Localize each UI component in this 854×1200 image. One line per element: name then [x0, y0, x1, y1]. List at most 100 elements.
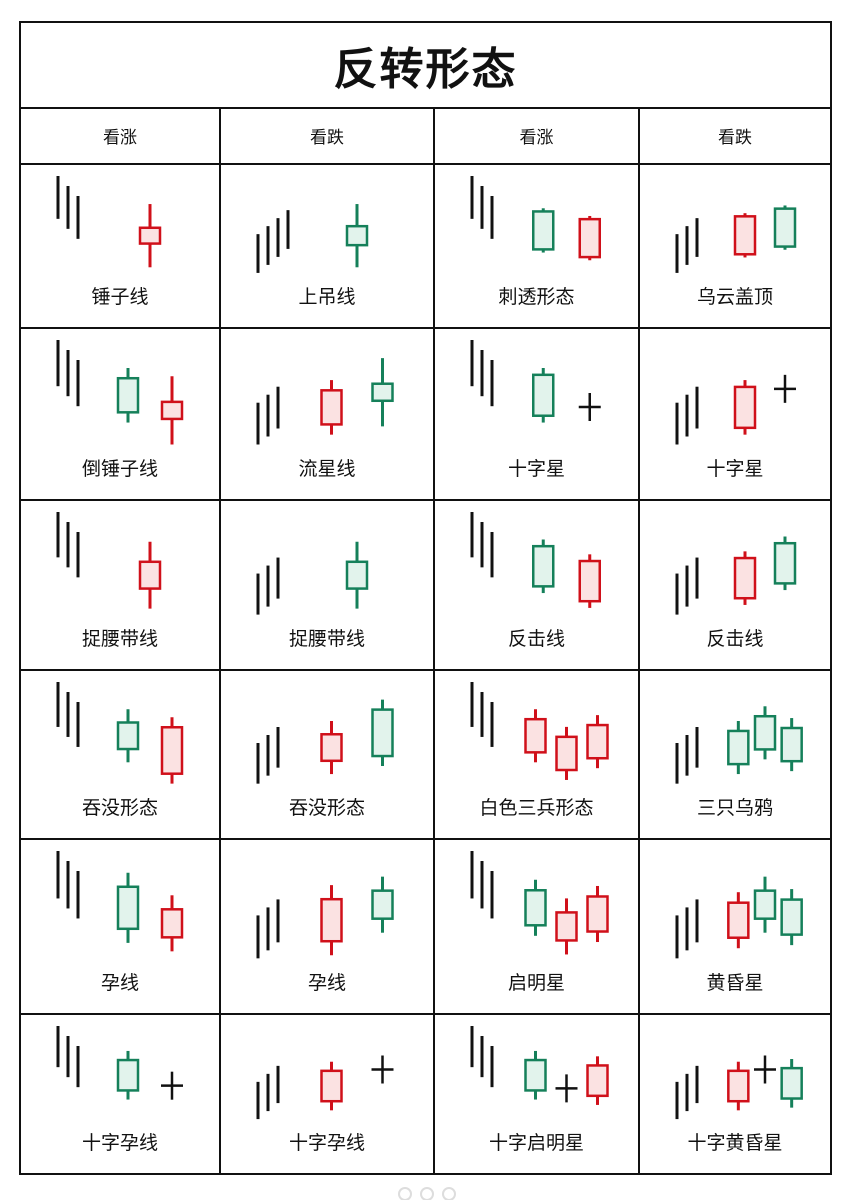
bullish-candle	[555, 911, 578, 942]
bearish-candle	[780, 726, 803, 763]
pattern-label: 吞没形态	[81, 797, 158, 819]
pattern-cell: 乌云盖顶	[639, 164, 831, 328]
pattern-label: 反击线	[706, 628, 764, 650]
bullish-candle	[586, 723, 609, 760]
pattern-cell: 十字星	[434, 328, 639, 500]
pattern-diagram	[675, 1055, 803, 1120]
pattern-diagram	[675, 876, 803, 959]
bullish-candle	[320, 389, 343, 426]
pattern-diagram	[256, 876, 394, 959]
watermark-dots	[398, 1187, 456, 1200]
bearish-candle	[371, 708, 394, 758]
pattern-diagram	[56, 176, 162, 268]
bearish-candle	[524, 889, 547, 927]
pattern-label: 刺透形态	[498, 286, 575, 308]
pattern-label: 十字星	[706, 458, 764, 480]
bearish-candle	[345, 224, 369, 247]
pattern-label: 反击线	[507, 628, 565, 650]
bullish-candle	[578, 217, 601, 259]
pattern-label: 乌云盖顶	[696, 286, 773, 308]
column-header-2: 看跌	[310, 128, 344, 148]
bullish-candle	[578, 559, 601, 603]
bullish-candle	[727, 901, 750, 939]
pattern-diagram	[256, 699, 394, 784]
bearish-candle	[532, 210, 555, 251]
bearish-candle	[532, 544, 555, 588]
pattern-diagram	[256, 1055, 394, 1120]
pattern-cell: 锤子线	[20, 164, 220, 328]
pattern-diagram	[470, 682, 609, 780]
column-header-3: 看涨	[519, 128, 554, 148]
bullish-candle	[524, 717, 547, 754]
pattern-cell: 捉腰带线	[220, 500, 434, 670]
pattern-cell: 吞没形态	[220, 670, 434, 839]
pattern-label: 白色三兵形态	[479, 797, 594, 819]
bullish-candle	[320, 897, 343, 943]
bearish-candle	[773, 207, 797, 248]
bearish-candle	[524, 1058, 547, 1092]
bullish-candle	[320, 733, 343, 763]
pattern-diagram	[470, 851, 609, 955]
pattern-cell: 黄昏星	[639, 839, 831, 1014]
pattern-diagram	[56, 340, 184, 445]
bearish-candle	[773, 541, 797, 585]
pattern-label: 孕线	[307, 972, 346, 994]
bearish-candle	[116, 1058, 140, 1092]
pattern-diagram	[256, 541, 369, 615]
pattern-cell: 吞没形态	[20, 670, 220, 839]
bearish-candle	[780, 898, 803, 936]
bearish-candle	[532, 373, 555, 417]
bearish-candle	[727, 729, 750, 766]
pattern-diagram	[675, 205, 797, 273]
bullish-candle	[586, 1064, 609, 1098]
bullish-candle	[138, 226, 162, 245]
pattern-cell: 刺透形态	[434, 164, 639, 328]
pattern-diagram	[675, 374, 796, 445]
pattern-diagram	[256, 358, 394, 445]
bearish-candle	[116, 721, 140, 751]
bullish-candle	[138, 560, 162, 590]
pattern-cell: 反击线	[434, 500, 639, 670]
pattern-cell: 流星线	[220, 328, 434, 500]
pattern-diagram	[56, 682, 184, 784]
bearish-candle	[780, 1066, 803, 1100]
column-header-4: 看跌	[718, 128, 752, 148]
pattern-cell: 倒锤子线	[20, 328, 220, 500]
pattern-label: 十字孕线	[81, 1132, 158, 1154]
bullish-candle	[320, 1069, 343, 1103]
pattern-label: 吞没形态	[288, 797, 365, 819]
bearish-candle	[371, 889, 394, 920]
pattern-cell: 十字孕线	[20, 1014, 220, 1174]
bearish-candle	[371, 382, 394, 403]
bullish-candle	[733, 215, 757, 256]
column-header-1: 看涨	[103, 128, 137, 148]
pattern-cell: 上吊线	[220, 164, 434, 328]
bearish-candle	[116, 885, 140, 931]
bullish-candle	[160, 726, 184, 775]
pattern-cell: 十字星	[639, 328, 831, 500]
pattern-diagram	[56, 512, 162, 609]
bearish-candle	[753, 889, 777, 920]
pattern-label: 锤子线	[91, 286, 149, 308]
bullish-candle	[727, 1069, 750, 1103]
bullish-candle	[555, 735, 578, 772]
page-title: 反转形态	[333, 44, 518, 95]
pattern-label: 三只乌鸦	[696, 797, 773, 819]
pattern-cell: 三只乌鸦	[639, 670, 831, 839]
pattern-label: 捉腰带线	[81, 628, 158, 650]
pattern-diagram	[56, 851, 184, 952]
pattern-cell: 反击线	[639, 500, 831, 670]
bearish-candle	[345, 560, 369, 590]
pattern-label: 十字星	[507, 458, 565, 480]
pattern-label: 十字黄昏星	[687, 1132, 783, 1154]
pattern-label: 倒锤子线	[81, 458, 158, 480]
pattern-diagram	[256, 204, 369, 273]
pattern-label: 上吊线	[298, 286, 356, 308]
pattern-label: 黄昏星	[706, 972, 764, 994]
pattern-diagram	[470, 176, 601, 261]
pattern-label: 启明星	[507, 972, 565, 994]
pattern-label: 孕线	[100, 972, 139, 994]
pattern-diagram	[470, 512, 601, 608]
pattern-label: 十字启明星	[488, 1132, 584, 1154]
pattern-cell: 孕线	[220, 839, 434, 1014]
